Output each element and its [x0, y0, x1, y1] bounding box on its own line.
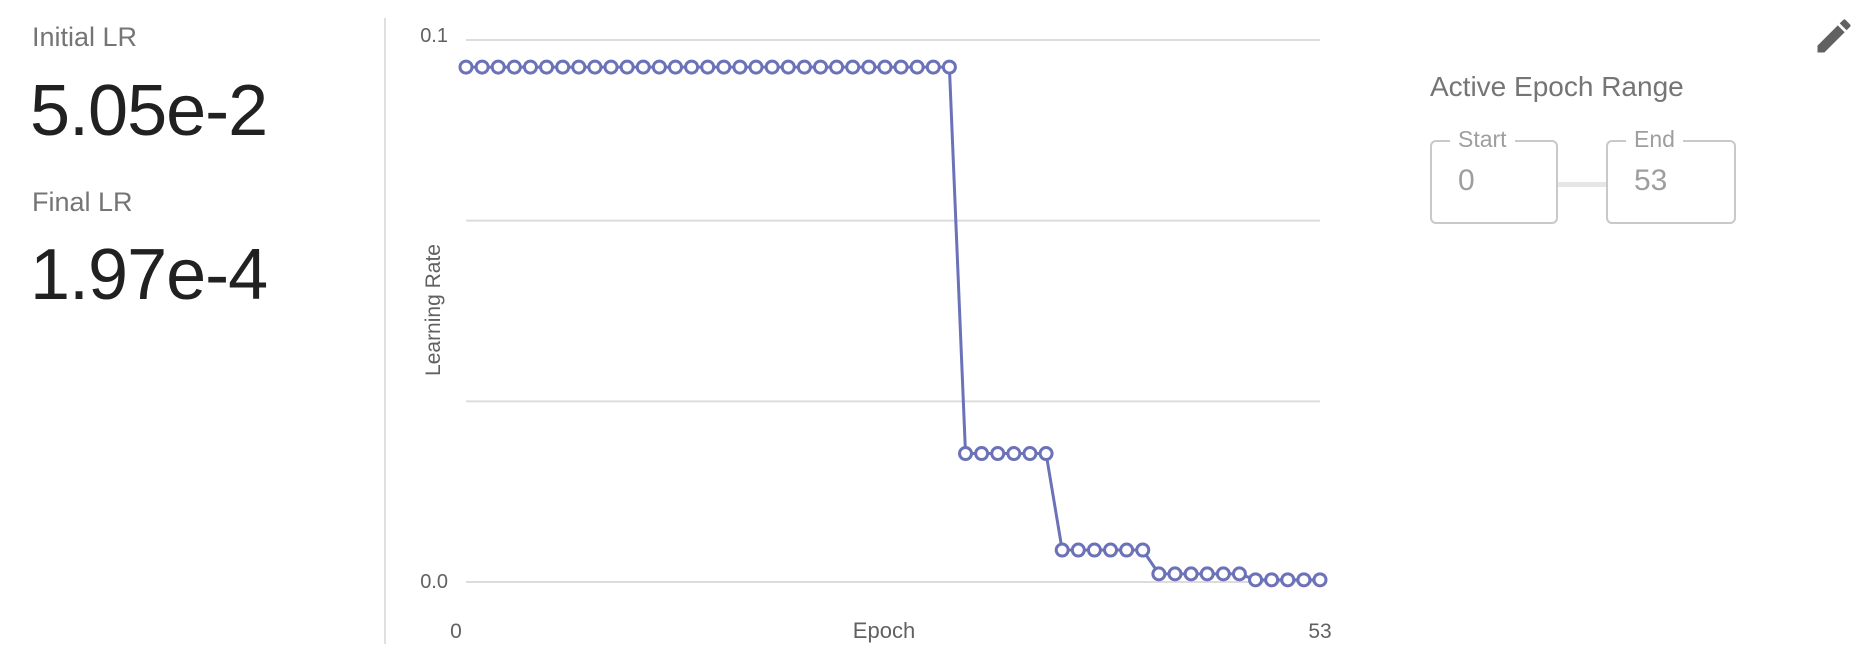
data-point [780, 59, 796, 75]
data-point [619, 59, 635, 75]
data-point [861, 59, 877, 75]
data-point [635, 59, 651, 75]
chart-series [458, 59, 1328, 588]
data-point [1215, 566, 1231, 582]
data-point [1264, 572, 1280, 588]
data-point [716, 59, 732, 75]
active-epoch-range-title: Active Epoch Range [1430, 71, 1684, 102]
data-point [764, 59, 780, 75]
chart-grid [466, 39, 1320, 583]
data-point [522, 59, 538, 75]
data-point [958, 446, 974, 462]
data-point [1167, 566, 1183, 582]
data-point [796, 59, 812, 75]
data-point [1280, 572, 1296, 588]
data-point [667, 59, 683, 75]
data-point [1086, 542, 1102, 558]
data-point [1312, 572, 1328, 588]
data-point [1151, 566, 1167, 582]
data-point [490, 59, 506, 75]
initial-lr-label: Initial LR [32, 22, 138, 52]
data-point [571, 59, 587, 75]
start-epoch-input[interactable]: 0 [1458, 164, 1475, 197]
y-tick-label-top: 0.1 [420, 25, 448, 47]
final-lr-label: Final LR [32, 187, 133, 217]
start-field-label: Start [1450, 126, 1515, 153]
data-point [651, 59, 667, 75]
pencil-icon [1817, 19, 1851, 53]
data-point [1022, 446, 1038, 462]
learning-rate-chart: 0.1 0.0 0 53 Epoch Learning Rate [420, 25, 1331, 643]
final-lr-value: 1.97e-4 [30, 235, 268, 315]
data-point [555, 59, 571, 75]
data-point [539, 59, 555, 75]
data-point [506, 59, 522, 75]
data-point [1296, 572, 1312, 588]
data-point [748, 59, 764, 75]
data-point [909, 59, 925, 75]
data-point [845, 59, 861, 75]
initial-lr-value: 5.05e-2 [30, 71, 268, 151]
data-point [732, 59, 748, 75]
y-axis-label: Learning Rate [422, 244, 445, 376]
data-point [974, 446, 990, 462]
data-point [1183, 566, 1199, 582]
data-point [458, 59, 474, 75]
data-point [925, 59, 941, 75]
edit-button[interactable] [1812, 14, 1856, 58]
data-point [1070, 542, 1086, 558]
data-point [1119, 542, 1135, 558]
data-point [893, 59, 909, 75]
y-tick-label-bottom: 0.0 [420, 571, 448, 593]
range-connector [1558, 182, 1606, 187]
x-tick-label-end: 53 [1308, 620, 1331, 643]
start-epoch-field[interactable]: Start 0 [1430, 126, 1558, 224]
data-point [1006, 446, 1022, 462]
x-tick-label-start: 0 [450, 620, 462, 643]
panel-divider [384, 18, 386, 644]
data-point [474, 59, 490, 75]
data-point [1103, 542, 1119, 558]
data-point [829, 59, 845, 75]
data-point [1199, 566, 1215, 582]
data-point [1248, 572, 1264, 588]
data-point [990, 446, 1006, 462]
x-axis-label: Epoch [853, 618, 915, 643]
data-point [1135, 542, 1151, 558]
data-point [1231, 566, 1247, 582]
data-point [587, 59, 603, 75]
data-point [1054, 542, 1070, 558]
data-point [877, 59, 893, 75]
end-field-label: End [1626, 126, 1683, 153]
data-point [812, 59, 828, 75]
data-point [700, 59, 716, 75]
data-point [1038, 446, 1054, 462]
data-point [603, 59, 619, 75]
data-point [941, 59, 957, 75]
end-epoch-input[interactable]: 53 [1634, 164, 1668, 197]
series-line [466, 65, 1320, 582]
end-epoch-field[interactable]: End 53 [1606, 126, 1736, 224]
data-point [684, 59, 700, 75]
